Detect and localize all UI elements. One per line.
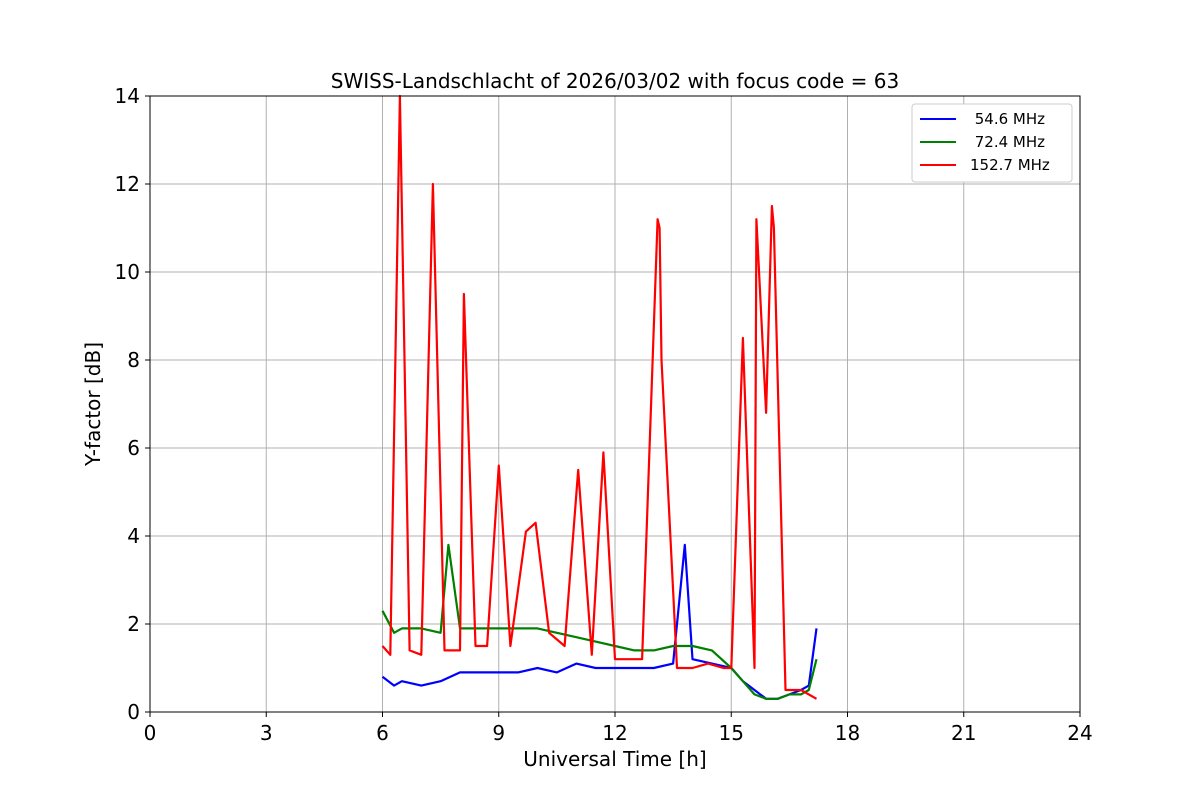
x-tick-label: 21 [951, 721, 976, 745]
y-tick-label: 8 [127, 348, 140, 372]
series-layer [381, 94, 818, 700]
x-axis-label: Universal Time [h] [523, 747, 706, 771]
series-line-2 [381, 94, 818, 700]
y-axis-label: Y-factor [dB] [81, 342, 105, 467]
y-tick-label: 10 [115, 260, 140, 284]
x-tick-label: 9 [492, 721, 505, 745]
legend-label-0: 54.6 MHz [970, 110, 1045, 128]
x-tick-label: 12 [602, 721, 627, 745]
y-tick-label: 12 [115, 172, 140, 196]
y-tick-label: 2 [127, 612, 140, 636]
x-tick-label: 0 [144, 721, 157, 745]
y-tick-label: 14 [115, 84, 140, 108]
legend-label-2: 152.7 MHz [970, 156, 1050, 174]
x-tick-label: 24 [1067, 721, 1092, 745]
x-tick-label: 15 [719, 721, 744, 745]
chart-title: SWISS-Landschlacht of 2026/03/02 with fo… [331, 69, 899, 93]
legend-label-1: 72.4 MHz [970, 133, 1045, 151]
legend-box [911, 103, 1073, 183]
y-tick-label: 4 [127, 524, 140, 548]
y-tick-label: 0 [127, 700, 140, 724]
x-tick-label: 6 [376, 721, 389, 745]
x-tick-label: 18 [835, 721, 860, 745]
y-tick-label: 6 [127, 436, 140, 460]
legend: 54.6 MHz 72.4 MHz 152.7 MHz [911, 103, 1073, 183]
x-tick-label: 3 [260, 721, 273, 745]
